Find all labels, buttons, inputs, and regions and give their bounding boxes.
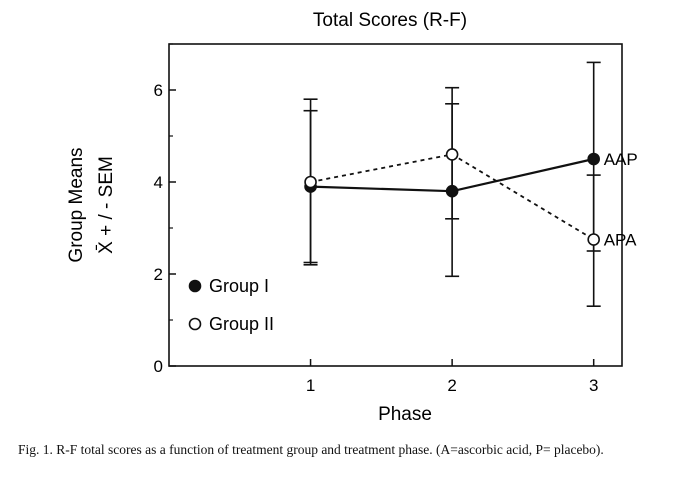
x-axis-label: Phase	[378, 404, 432, 425]
y-tick-label: 6	[154, 81, 163, 100]
figure-caption: Fig. 1. R-F total scores as a function o…	[18, 442, 604, 457]
axes: 0 2 4 6 1 2 3	[154, 43, 598, 395]
data-point	[587, 152, 600, 166]
legend: Group I Group II	[188, 276, 274, 334]
data-point	[587, 233, 600, 246]
y-tick-label: 4	[154, 173, 163, 192]
data-point	[445, 184, 459, 198]
data-point	[445, 148, 459, 161]
y-tick-label: 0	[154, 357, 163, 376]
error-bars	[303, 61, 601, 308]
y-axis-label-line1: Group Means	[66, 147, 87, 262]
series-end-label: AAP	[604, 150, 638, 169]
legend-marker	[188, 317, 202, 331]
legend-label: Group II	[209, 314, 274, 334]
legend-label: Group I	[209, 276, 269, 296]
x-tick-label: 1	[306, 376, 315, 395]
y-tick-label: 2	[154, 265, 163, 284]
plot-frame	[168, 43, 623, 367]
chart: Total Scores (R-F) 0 2 4 6 1 2 3 AAP APA Group …	[66, 10, 638, 425]
series-markers	[304, 148, 600, 246]
y-axis-label: Group Means X̄ + / - SEM	[66, 147, 117, 262]
legend-marker	[188, 279, 202, 293]
y-axis-label-line2: X̄ + / - SEM	[96, 156, 117, 254]
series-end-label: APA	[604, 231, 637, 250]
x-tick-label: 2	[447, 376, 456, 395]
chart-title: Total Scores (R-F)	[313, 10, 467, 31]
x-tick-label: 3	[589, 376, 598, 395]
data-point	[304, 175, 317, 189]
series-end-labels: AAP APA	[604, 150, 638, 250]
